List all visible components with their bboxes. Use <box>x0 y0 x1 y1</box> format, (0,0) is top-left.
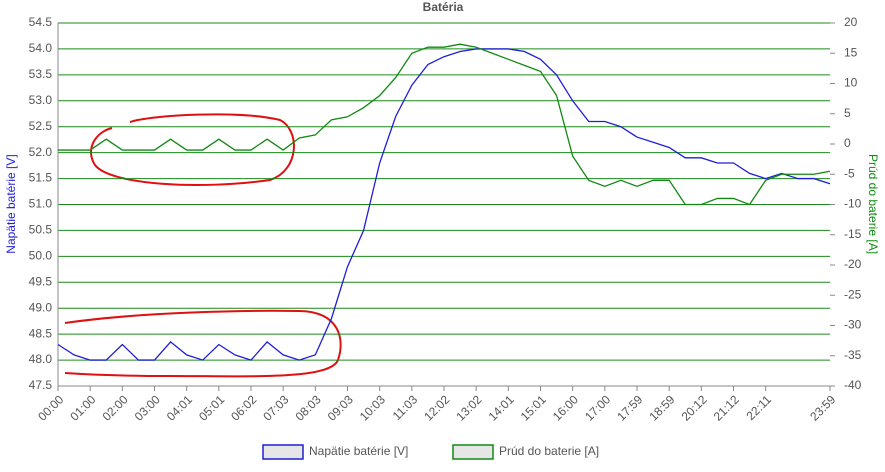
y2-tick-label: -30 <box>844 318 862 332</box>
legend-swatch <box>262 444 304 460</box>
y-tick-label: 49.5 <box>29 274 53 288</box>
y2-tick-label: -25 <box>844 287 862 301</box>
y2-tick-label: -40 <box>844 378 862 392</box>
y-tick-label: 53.0 <box>29 93 53 107</box>
y-tick-label: 50.5 <box>29 223 53 237</box>
y-tick-label: 48.5 <box>29 326 53 340</box>
x-tick-label: 11:03 <box>390 392 421 423</box>
y-tick-label: 47.5 <box>29 378 53 392</box>
y-tick-label: 51.5 <box>29 171 53 185</box>
x-tick-label: 22:11 <box>744 392 775 423</box>
x-tick-label: 12:02 <box>421 392 452 423</box>
x-tick-label: 17:00 <box>582 392 613 423</box>
y2-tick-label: -10 <box>844 197 862 211</box>
x-tick-label: 15:01 <box>518 392 549 423</box>
annotation-circle <box>90 113 295 186</box>
x-tick-label: 03:00 <box>132 392 163 423</box>
x-tick-label: 04:01 <box>164 392 195 423</box>
x-tick-label: 09:03 <box>325 392 356 423</box>
legend-swatch <box>452 444 494 460</box>
y-tick-label: 49.0 <box>29 300 53 314</box>
y2-tick-label: -15 <box>844 227 862 241</box>
x-tick-label: 07:03 <box>260 392 291 423</box>
x-tick-label: 10:03 <box>357 392 388 423</box>
x-tick-label: 08:03 <box>293 392 324 423</box>
y2-axis-label: Prúd do baterie [A] <box>866 154 880 254</box>
x-tick-label: 20:12 <box>679 392 710 423</box>
y-tick-label: 52.0 <box>29 145 53 159</box>
x-tick-label: 21:12 <box>711 392 742 423</box>
x-tick-label: 17:59 <box>614 392 645 423</box>
y-axis-label: Napätie batérie [V] <box>4 154 18 253</box>
legend-label: Prúd do baterie [A] <box>499 444 599 458</box>
x-tick-label: 13:02 <box>453 392 484 423</box>
chart-title: Batéria <box>423 0 464 14</box>
y2-tick-label: -20 <box>844 257 862 271</box>
series-line <box>57 48 831 361</box>
y2-tick-label: -5 <box>844 166 855 180</box>
y-tick-label: 54.5 <box>29 15 53 29</box>
y2-tick-label: 10 <box>844 76 858 90</box>
y2-tick-label: 15 <box>844 45 858 59</box>
y-tick-label: 51.0 <box>29 197 53 211</box>
x-tick-label: 18:59 <box>646 392 677 423</box>
y2-tick-label: 20 <box>844 15 858 29</box>
annotation-circle <box>64 309 342 378</box>
y-tick-label: 50.0 <box>29 249 53 263</box>
x-tick-label: 01:00 <box>67 392 98 423</box>
series-line <box>58 43 831 206</box>
y-tick-label: 52.5 <box>29 119 53 133</box>
y-tick-label: 48.0 <box>29 352 53 366</box>
x-tick-label: 02:00 <box>100 392 131 423</box>
x-tick-label: 05:01 <box>196 392 227 423</box>
y-tick-label: 53.5 <box>29 67 53 81</box>
legend-label: Napätie batérie [V] <box>309 444 408 458</box>
x-tick-label: 00:00 <box>35 392 66 423</box>
y2-tick-label: 0 <box>844 136 851 150</box>
y2-tick-label: -35 <box>844 348 862 362</box>
x-tick-label: 14:01 <box>486 392 517 423</box>
x-tick-label: 23:59 <box>807 392 838 423</box>
x-tick-label: 06:02 <box>228 392 259 423</box>
y2-tick-label: 5 <box>844 106 851 120</box>
y-tick-label: 54.0 <box>29 41 53 55</box>
x-tick-label: 16:00 <box>550 392 581 423</box>
